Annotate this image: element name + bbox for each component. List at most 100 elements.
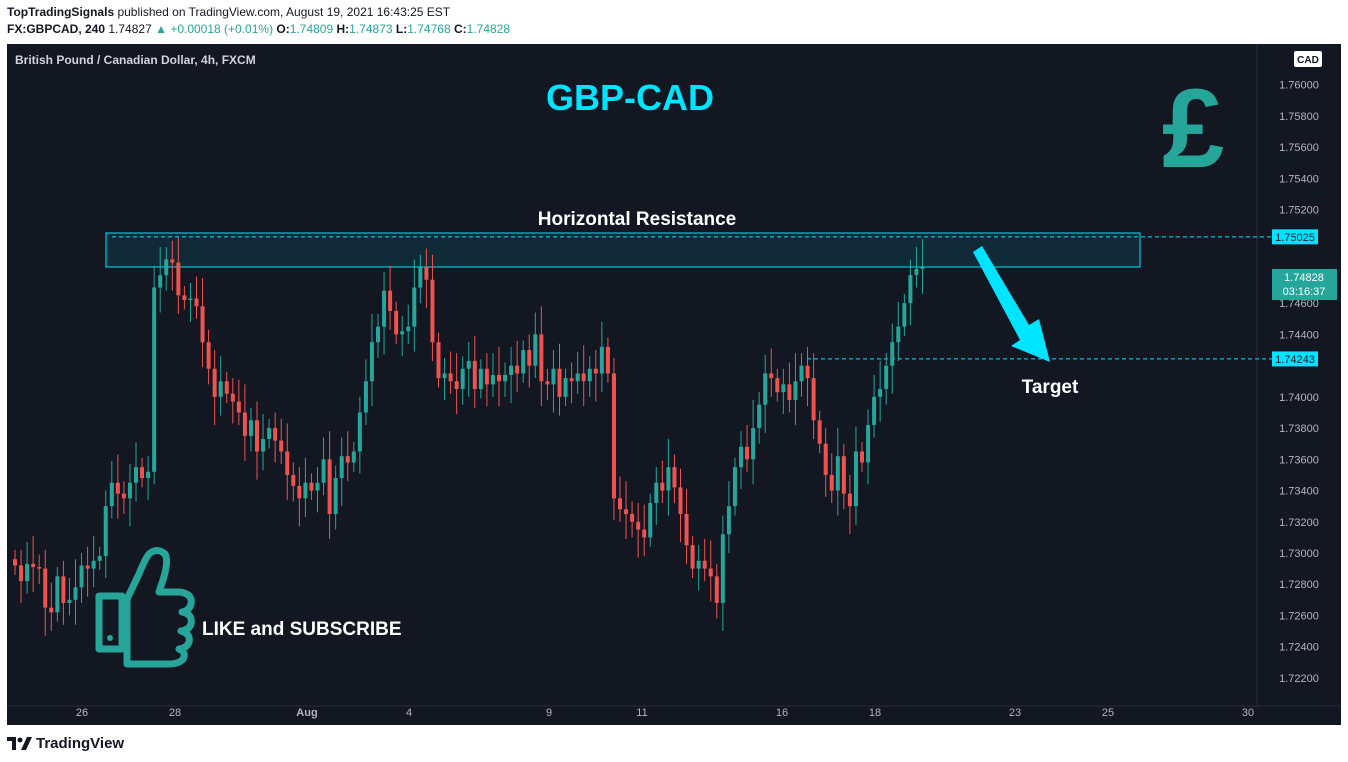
x-tick-label: 9 [546, 707, 552, 719]
x-tick-label: 30 [1242, 707, 1254, 719]
candle-body [799, 365, 804, 382]
high-label: H: [336, 22, 350, 36]
candle-body [847, 493, 852, 507]
candle-body [914, 268, 919, 276]
x-tick-label: 26 [76, 707, 88, 719]
symbol-ohlc-line: FX:GBPCAD, 240 1.74827 ▲ +0.00018 (+0.01… [7, 22, 510, 36]
candle-body [19, 565, 24, 582]
y-tick-label: 1.73200 [1279, 517, 1319, 529]
candle-body [103, 506, 108, 557]
candle-body [218, 381, 223, 397]
candle-body [436, 342, 441, 379]
author-name[interactable]: TopTradingSignals [7, 5, 115, 19]
candle-body [345, 456, 350, 463]
candle-body [484, 368, 489, 385]
candle-body [158, 275, 163, 288]
candle-body [860, 451, 864, 463]
currency-badge[interactable]: CAD [1294, 51, 1322, 67]
x-tick-label: 4 [406, 707, 412, 719]
candle-body [866, 424, 871, 463]
y-tick-label: 1.73600 [1279, 454, 1319, 466]
candle-body [829, 474, 834, 491]
chart-panel[interactable]: 1.76000 1.75800 1.75600 1.75400 1.75200 1.746… [7, 44, 1341, 725]
candle-body [230, 393, 235, 402]
resistance-zone[interactable] [105, 232, 1141, 268]
candle-body [394, 310, 399, 335]
candle-body [775, 378, 780, 393]
candle-body [224, 381, 229, 394]
candle-body [666, 467, 671, 491]
candle-body [636, 521, 641, 530]
candle-body [497, 375, 501, 382]
candle-body [430, 279, 435, 343]
candle-body [593, 368, 598, 374]
candle-body [267, 428, 272, 440]
candle-body [763, 373, 768, 405]
candle-body [115, 482, 120, 494]
tradingview-logo[interactable]: TradingView [7, 735, 124, 752]
candle-body [442, 373, 447, 379]
tradingview-logo-icon [7, 737, 32, 750]
candle-body [478, 368, 483, 390]
candle-body [490, 375, 495, 385]
candle-body [109, 482, 114, 507]
chart-title: GBP-CAD [546, 77, 714, 118]
candle-body [309, 482, 314, 491]
tradingview-brand: TradingView [36, 735, 125, 752]
candlestick-chart[interactable]: 1.76000 1.75800 1.75600 1.75400 1.75200 1.746… [7, 44, 1341, 725]
candle-body [321, 459, 326, 483]
cta-text: LIKE and SUBSCRIBE [202, 619, 402, 640]
candle-body [908, 275, 913, 304]
y-tick-label: 1.75200 [1279, 205, 1319, 217]
candle-body [569, 378, 574, 382]
candle-body [388, 290, 393, 311]
candle-body [255, 420, 259, 452]
candle-body [720, 534, 725, 603]
candle-body [884, 365, 889, 390]
countdown-text: 03:16:37 [1283, 286, 1326, 298]
candle-body [454, 381, 459, 390]
y-tick-label: 1.75800 [1279, 111, 1319, 123]
price-axis[interactable]: 1.76000 1.75800 1.75600 1.75400 1.75200 1.746… [1279, 80, 1319, 685]
candle-body [127, 482, 132, 499]
candle-body [363, 381, 368, 413]
candle-body [678, 487, 683, 514]
candle-body [37, 567, 42, 569]
candle-body [194, 298, 199, 307]
x-tick-label: 28 [169, 707, 181, 719]
candle-body [708, 568, 713, 577]
candle-body [726, 506, 731, 535]
svg-text:CAD: CAD [1297, 55, 1319, 66]
candle-body [91, 560, 96, 569]
pound-sign-icon: £ [1162, 66, 1224, 191]
candle-body [472, 360, 477, 390]
candle-body [49, 607, 54, 613]
candle-body [418, 267, 423, 288]
candle-body [557, 368, 562, 397]
candle-body [920, 267, 925, 269]
candle-body [769, 373, 774, 379]
candle-body [515, 365, 520, 374]
candle-body [581, 373, 586, 382]
time-axis[interactable]: 26 28 Aug 4 9 11 16 18 23 25 30 [76, 707, 1254, 719]
candle-body [412, 287, 417, 327]
y-tick-label: 1.72600 [1279, 610, 1319, 622]
candle-body [351, 451, 356, 463]
candle-body [339, 456, 344, 479]
candle-body [563, 378, 568, 397]
candle-body [835, 456, 840, 491]
candle-body [79, 565, 84, 588]
symbol-label: FX:GBPCAD, 240 [7, 22, 106, 36]
candle-body [872, 396, 877, 425]
candle-body [13, 559, 17, 566]
candle-body [805, 365, 810, 379]
candle-body [714, 576, 719, 603]
candle-body [25, 563, 30, 582]
candle-body [624, 509, 629, 514]
x-tick-label: Aug [296, 707, 317, 719]
resistance-label: Horizontal Resistance [538, 209, 737, 230]
y-tick-label: 1.76000 [1279, 80, 1319, 92]
resistance-price-tag: 1.75025 [1272, 229, 1318, 245]
candle-body [599, 346, 604, 374]
y-tick-label: 1.74600 [1279, 298, 1319, 310]
